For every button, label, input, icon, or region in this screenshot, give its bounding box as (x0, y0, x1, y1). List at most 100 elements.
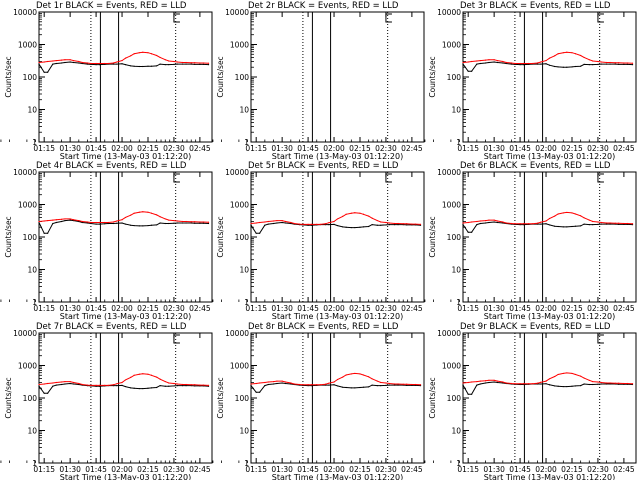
events-point (350, 226, 352, 229)
lld-point (69, 59, 71, 61)
lld-point (362, 213, 365, 215)
events-point (333, 223, 335, 225)
lld-point (104, 62, 106, 65)
lld-point (406, 223, 408, 225)
lld-point (626, 222, 628, 225)
events-point (133, 65, 135, 67)
events-point (557, 66, 559, 68)
x-tick-label: 01:30 (59, 144, 81, 153)
lld-point (307, 223, 309, 225)
events-point (614, 223, 616, 225)
lld-point (207, 62, 210, 64)
x-axis-label: Start Time (13-May-03 01:12:20) (272, 312, 403, 321)
lld-point (609, 382, 611, 384)
lld-point (55, 59, 57, 62)
x-tick-label: 02:15 (349, 304, 371, 313)
events-point (259, 391, 261, 393)
lld-point (562, 372, 564, 375)
lld-point (121, 381, 123, 384)
lld-point (631, 383, 634, 385)
x-tick-label: 02:15 (561, 304, 583, 313)
y-tick-label: 100 (235, 394, 250, 403)
lld-point (60, 218, 63, 220)
x-tick-label: 01:15 (33, 465, 55, 474)
events-point (264, 385, 266, 387)
events-point (488, 61, 490, 64)
events-point (623, 63, 625, 65)
plot-frame (250, 332, 425, 464)
lld-point (566, 211, 568, 214)
events-point (505, 62, 507, 65)
panel-title: Det 3r BLACK = Events, RED = LLD (460, 1, 611, 11)
lld-point (194, 62, 196, 64)
lld-point (614, 382, 616, 384)
lld-point (181, 220, 184, 223)
y-tick-label: 100 (447, 73, 462, 82)
lld-point (514, 223, 516, 225)
events-point (609, 63, 611, 65)
lld-point (626, 382, 628, 385)
lld-point (580, 375, 582, 377)
events-point (484, 62, 487, 64)
events-point (69, 382, 71, 385)
lld-point (618, 62, 620, 64)
lld-point (502, 221, 504, 223)
x-tick-label: 01:30 (271, 144, 293, 153)
y-tick-label: 10000 (13, 8, 37, 17)
lld-point (545, 220, 547, 222)
x-axis-label: Start Time (13-May-03 01:12:20) (272, 152, 403, 161)
x-tick-label: 02:45 (189, 465, 211, 474)
lld-point (250, 222, 252, 225)
events-point (618, 383, 620, 385)
y-tick-label: 1000 (442, 41, 461, 50)
events-point (592, 383, 594, 386)
lld-point (69, 380, 71, 383)
lld-point (324, 383, 326, 385)
lld-point (64, 59, 66, 61)
events-point (609, 383, 611, 385)
lld-point (497, 59, 499, 62)
events-point (328, 224, 330, 226)
lld-point (150, 212, 153, 214)
x-tick-label: 01:15 (33, 144, 55, 153)
events-point (199, 385, 201, 387)
lld-point (540, 221, 542, 223)
events-point (476, 63, 478, 65)
lld-point (531, 223, 533, 225)
events-line (462, 221, 633, 233)
lld-point (116, 61, 118, 63)
y-tick-label: 10000 (225, 8, 249, 17)
events-point (393, 224, 396, 226)
lld-point (479, 220, 481, 222)
events-point (207, 385, 210, 387)
lld-point (310, 223, 313, 225)
lld-point (95, 62, 97, 65)
events-point (540, 383, 542, 385)
lld-line (462, 51, 633, 64)
lld-point (554, 55, 556, 57)
lld-point (376, 380, 378, 382)
events-point (281, 221, 283, 224)
events-point (623, 223, 625, 225)
events-point (164, 222, 166, 225)
events-point (73, 383, 75, 385)
events-point (388, 384, 390, 386)
bracket-marker (385, 13, 392, 23)
events-point (497, 61, 499, 64)
events-point (588, 224, 590, 226)
events-point (493, 381, 495, 383)
lld-point (531, 62, 533, 65)
lld-point (592, 60, 594, 62)
panel-det-8: Det 8r BLACK = Events, RED = LLD 1 10 100 10… (160, 322, 425, 480)
events-point (121, 222, 123, 224)
events-point (290, 222, 292, 225)
lld-point (43, 220, 45, 222)
panel-det-4: Det 4r BLACK = Events, RED = LLD 1 10 100 10… (0, 161, 213, 321)
events-point (402, 224, 404, 226)
lld-point (150, 374, 153, 376)
lld-point (397, 222, 399, 225)
y-tick-label: 1000 (230, 201, 249, 210)
events-point (406, 224, 408, 226)
lld-point (194, 221, 196, 223)
events-point (631, 64, 634, 66)
